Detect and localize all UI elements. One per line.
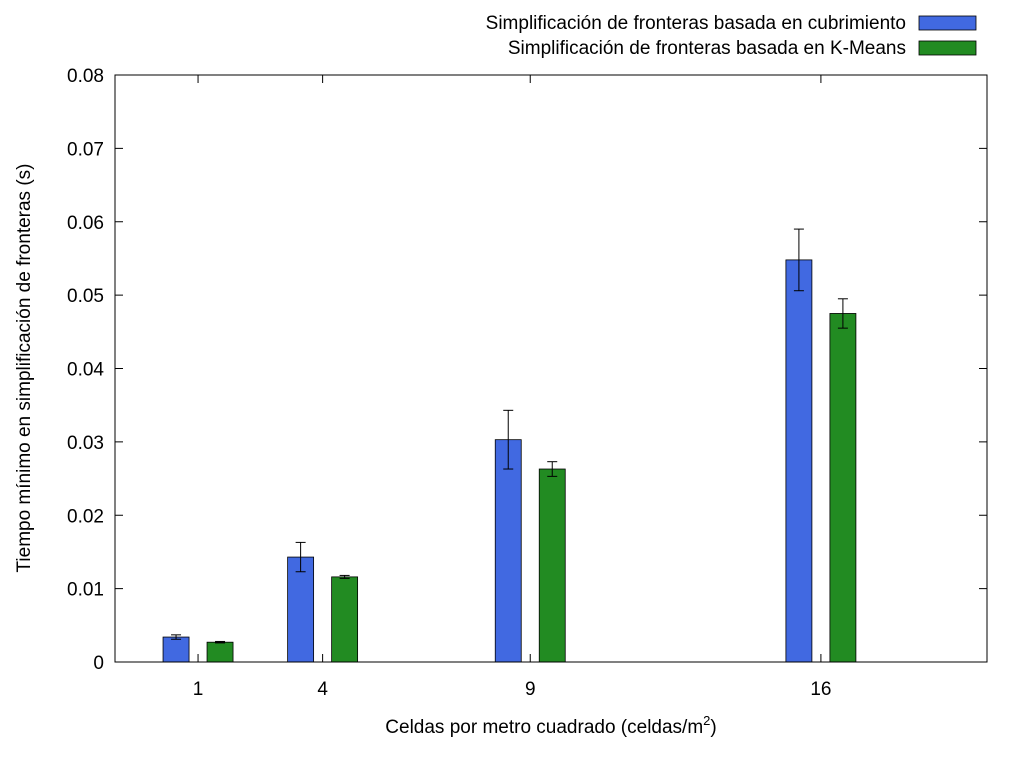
y-tick-label: 0.08 [67, 66, 104, 87]
legend-label: Simplificación de fronteras basada en cu… [486, 13, 906, 34]
y-tick-label: 0 [93, 653, 104, 674]
x-tick-label: 1 [193, 679, 204, 700]
y-tick-label: 0.02 [67, 506, 104, 527]
y-tick-label: 0.06 [67, 213, 104, 234]
x-tick-label: 16 [810, 679, 831, 700]
bar-cubrimiento [287, 556, 315, 663]
y-tick-label: 0.03 [67, 433, 104, 454]
bar-cubrimiento [785, 259, 813, 663]
x-axis-label: Celdas por metro cuadrado (celdas/m2) [385, 713, 716, 738]
bar-kmeans [538, 468, 566, 663]
legend-swatch [918, 40, 977, 56]
y-tick-label: 0.05 [67, 286, 104, 307]
y-tick-label: 0.07 [67, 139, 104, 160]
x-tick-label: 4 [317, 679, 328, 700]
bar-kmeans [331, 576, 359, 663]
y-tick-label: 0.01 [67, 580, 104, 601]
x-tick-label: 9 [525, 679, 536, 700]
x-axis-label-main: Celdas por metro cuadrado (celdas/m [385, 717, 703, 738]
legend: Simplificación de fronteras basada en cu… [486, 13, 977, 59]
y-tick-label: 0.04 [67, 360, 104, 381]
legend-label: Simplificación de fronteras basada en K-… [508, 38, 906, 59]
axis-labels: Tiempo mínimo en simplificación de front… [14, 164, 717, 739]
bar-kmeans [829, 313, 857, 663]
bar-cubrimiento [162, 636, 190, 663]
ticks: 0 0.01 0.02 0.03 0.04 0.05 0.06 0.07 0.08 1 4 9 16 [67, 66, 987, 700]
bars [162, 259, 857, 663]
y-axis-label: Tiempo mínimo en simplificación de front… [14, 164, 35, 573]
legend-swatch [918, 15, 977, 31]
x-axis-label-end: ) [710, 717, 716, 738]
plot-frame [114, 74, 988, 663]
bar-kmeans [206, 641, 234, 663]
error-bars [171, 228, 848, 644]
bar-cubrimiento [494, 439, 522, 663]
x-axis-label-superscript: 2 [703, 713, 710, 728]
